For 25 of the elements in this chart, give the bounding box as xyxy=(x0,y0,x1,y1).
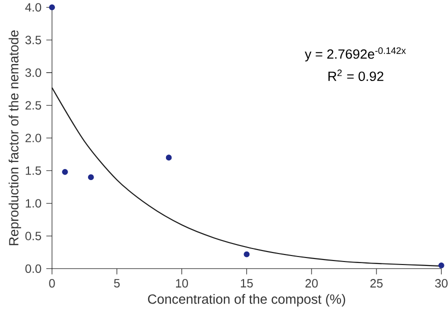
point xyxy=(88,174,94,180)
x-tick-label: 15 xyxy=(240,279,253,288)
y-tick-label: 2.5 xyxy=(26,101,42,110)
y-tick-label: 3.0 xyxy=(25,68,42,77)
point xyxy=(166,154,172,161)
x-tick-label: 0 xyxy=(49,279,55,288)
x-tick-label: 10 xyxy=(176,279,188,288)
x-axis-title: Concentration of the compost (%) xyxy=(148,294,346,306)
y-tick-label: 0.0 xyxy=(25,264,42,273)
y-tick-label: 0.5 xyxy=(25,232,42,240)
y-tick-label: 4.0 xyxy=(25,3,42,12)
point xyxy=(62,169,68,175)
annotation: R$^{2}$ = 0.92 xyxy=(328,70,384,82)
y-tick-label: 1.5 xyxy=(26,166,42,175)
annotation: y = 2.7692e$^{-0.142x}$ xyxy=(304,47,406,62)
y-tick-label: 3.5 xyxy=(25,36,42,44)
x-tick-label: 30 xyxy=(435,279,448,288)
point xyxy=(244,251,250,258)
point xyxy=(49,4,55,10)
y-tick-label: 2.0 xyxy=(26,134,42,142)
x-tick-label: 5 xyxy=(114,279,120,288)
y-tick-label: 1.0 xyxy=(26,199,42,208)
x-tick-label: 25 xyxy=(370,279,383,288)
y-axis-title: Reproduction factor of the nematode xyxy=(8,30,22,246)
x-tick-label: 20 xyxy=(305,279,318,288)
